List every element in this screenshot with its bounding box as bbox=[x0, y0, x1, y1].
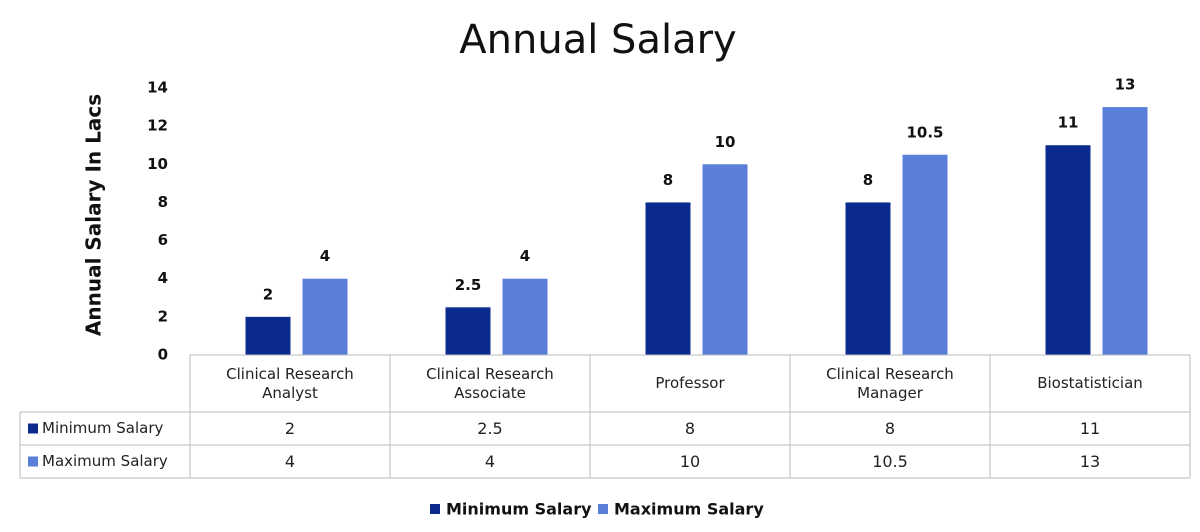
bar bbox=[245, 316, 291, 355]
table-value: 11 bbox=[1079, 419, 1101, 438]
bar bbox=[502, 278, 548, 355]
bar bbox=[645, 202, 691, 355]
table-value: 8 bbox=[684, 419, 696, 438]
bar bbox=[702, 164, 748, 355]
table-value: 13 bbox=[1079, 452, 1101, 471]
table-value: 10.5 bbox=[872, 452, 908, 471]
table-legend-key bbox=[28, 456, 38, 467]
y-tick-label: 10 bbox=[147, 155, 168, 173]
chart-title: Annual Salary bbox=[459, 17, 736, 63]
data-label: 11 bbox=[1058, 114, 1079, 132]
data-label: 4 bbox=[320, 247, 330, 265]
data-label: 8 bbox=[663, 171, 673, 189]
data-label: 2.5 bbox=[455, 276, 482, 294]
table-row-header: Minimum Salary bbox=[42, 419, 164, 437]
bar bbox=[1102, 107, 1148, 355]
y-tick-label: 6 bbox=[158, 231, 168, 249]
bar bbox=[302, 278, 348, 355]
data-label: 4 bbox=[520, 247, 530, 265]
legend-key bbox=[598, 504, 608, 514]
data-label: 10.5 bbox=[906, 123, 943, 141]
table-legend-key bbox=[28, 423, 38, 434]
data-label: 10 bbox=[715, 133, 736, 151]
legend-label: Maximum Salary bbox=[614, 500, 764, 519]
y-tick-label: 2 bbox=[158, 307, 168, 325]
bar bbox=[1045, 145, 1091, 355]
table-value: 4 bbox=[484, 452, 496, 471]
x-tick-label: Professor bbox=[655, 374, 725, 392]
y-tick-label: 14 bbox=[147, 79, 168, 97]
table-value: 2.5 bbox=[477, 419, 503, 438]
table-value: 10 bbox=[679, 452, 701, 471]
y-tick-label: 0 bbox=[158, 346, 168, 364]
table-value: 8 bbox=[884, 419, 896, 438]
table-value: 2 bbox=[284, 419, 296, 438]
y-tick-label: 8 bbox=[158, 193, 168, 211]
table-value: 4 bbox=[284, 452, 296, 471]
bar bbox=[902, 154, 948, 355]
y-tick-label: 4 bbox=[158, 269, 168, 287]
x-tick-label: Clinical Research Analyst bbox=[226, 364, 354, 402]
bar bbox=[445, 307, 491, 355]
data-label: 8 bbox=[863, 171, 873, 189]
x-tick-label: Clinical Research Manager bbox=[826, 364, 954, 402]
data-label: 2 bbox=[263, 285, 273, 303]
legend-key bbox=[430, 504, 440, 514]
x-tick-label: Biostatistician bbox=[1037, 374, 1143, 392]
y-tick-label: 12 bbox=[147, 117, 168, 135]
x-tick-label: Clinical Research Associate bbox=[426, 364, 554, 402]
legend-label: Minimum Salary bbox=[446, 500, 592, 519]
data-label: 13 bbox=[1115, 76, 1136, 94]
y-axis-label: Annual Salary In Lacs bbox=[82, 94, 106, 336]
table-row-header: Maximum Salary bbox=[42, 452, 168, 470]
bar bbox=[845, 202, 891, 355]
